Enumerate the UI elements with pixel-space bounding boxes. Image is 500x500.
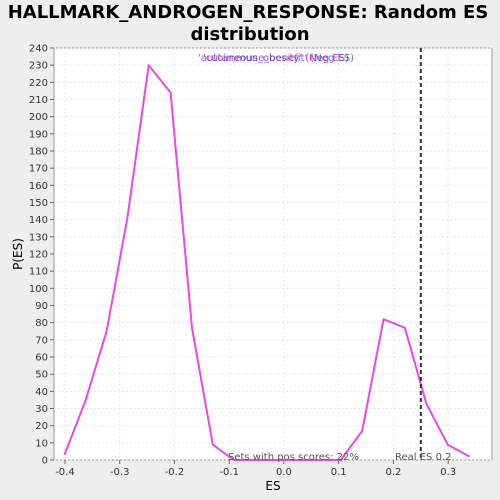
y-tick-label: 140 [29,215,48,226]
chart-title-line1: HALLMARK_ANDROGEN_RESPONSE: Random ES [8,2,489,23]
real-es-label: Real ES 0.2 [395,452,451,463]
y-tick-label: 70 [35,335,48,346]
y-tick-label: 220 [29,78,48,89]
x-axis-ticks: -0.4 -0.3 -0.2 -0.1 0.0 0.1 0.2 0.3 [55,460,456,478]
y-tick-label: 130 [29,232,48,243]
y-tick-label: 30 [35,404,48,415]
y-tick-label: 190 [29,129,48,140]
x-axis-label: ES [265,479,280,493]
series-lines [63,64,471,461]
x-tick-label: 0.2 [385,467,401,478]
x-tick-label: -0.2 [165,467,185,478]
y-tick-label: 230 [29,61,48,72]
y-tick-label: 210 [29,95,48,106]
legend-entry-b: 'autoimmune_benefit' (Neg ES) [198,53,354,64]
legend: 'cutaneous_obesity' (Neg ES) 'autoimmune… [198,53,354,64]
y-tick-label: 180 [29,147,48,158]
x-tick-label: 0.0 [276,467,292,478]
x-tick-label: 0.3 [440,467,456,478]
y-tick-label: 20 [35,421,48,432]
y-tick-label: 100 [29,284,48,295]
y-tick-label: 160 [29,181,48,192]
series-line [63,64,471,461]
x-tick-label: -0.3 [110,467,130,478]
y-axis-ticks: 0 10 20 30 40 50 60 70 80 90 100 110 120 130 140 150 160… [29,44,54,467]
y-tick-label: 60 [35,353,48,364]
x-tick-label: -0.1 [219,467,239,478]
y-tick-label: 170 [29,164,48,175]
y-tick-label: 90 [35,301,48,312]
y-tick-label: 50 [35,370,48,381]
y-tick-label: 80 [35,318,48,329]
y-tick-label: 110 [29,267,48,278]
legend-entry-a: 'cutaneous_obesity' (Neg ES) [203,53,349,64]
x-tick-label: 0.1 [331,467,347,478]
y-tick-label: 0 [42,456,48,467]
y-tick-label: 240 [29,44,48,55]
y-tick-label: 200 [29,112,48,123]
y-tick-label: 40 [35,387,48,398]
y-tick-label: 10 [35,438,48,449]
y-axis-label: P(ES) [11,238,25,270]
y-tick-label: 150 [29,198,48,209]
chart-title-line2: distribution [190,24,309,45]
x-tick-label: -0.4 [55,467,75,478]
pos-scores-annotation: Sets with pos scores: 22% [228,452,359,463]
y-tick-label: 120 [29,250,48,261]
